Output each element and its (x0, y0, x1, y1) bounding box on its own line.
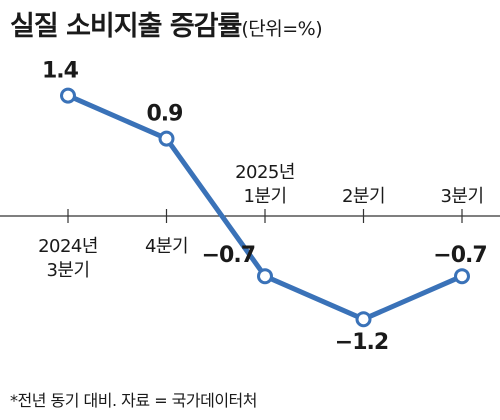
x-tick-label: 2분기 (342, 186, 385, 207)
x-tick-label: 4분기 (145, 236, 188, 257)
data-point (454, 268, 470, 285)
data-label: 1.4 (42, 59, 79, 84)
x-tick-label: 2024년 (38, 236, 98, 257)
data-point (355, 311, 372, 328)
x-tick-label: 2025년 (235, 162, 295, 183)
data-label: −0.7 (202, 243, 255, 268)
footnote-source: *전년 동기 대비. 자료 = 국가데이터처 (10, 391, 258, 410)
x-tick-label: 3분기 (440, 186, 483, 207)
data-label: 0.9 (147, 102, 183, 127)
chart-title: 실질 소비지출 증감률(단위=%) (10, 4, 323, 43)
chart-title-text: 실질 소비지출 증감률 (10, 11, 242, 42)
data-label: −0.7 (433, 243, 486, 268)
data-label: −1.2 (335, 330, 388, 355)
data-point (60, 87, 76, 104)
data-point (158, 130, 175, 147)
chart-unit-label: (단위=%) (241, 18, 323, 40)
data-point (257, 268, 273, 285)
x-tick-label: 3분기 (46, 260, 89, 281)
series-line (65, 93, 465, 322)
x-tick-label: 1분기 (243, 186, 286, 207)
